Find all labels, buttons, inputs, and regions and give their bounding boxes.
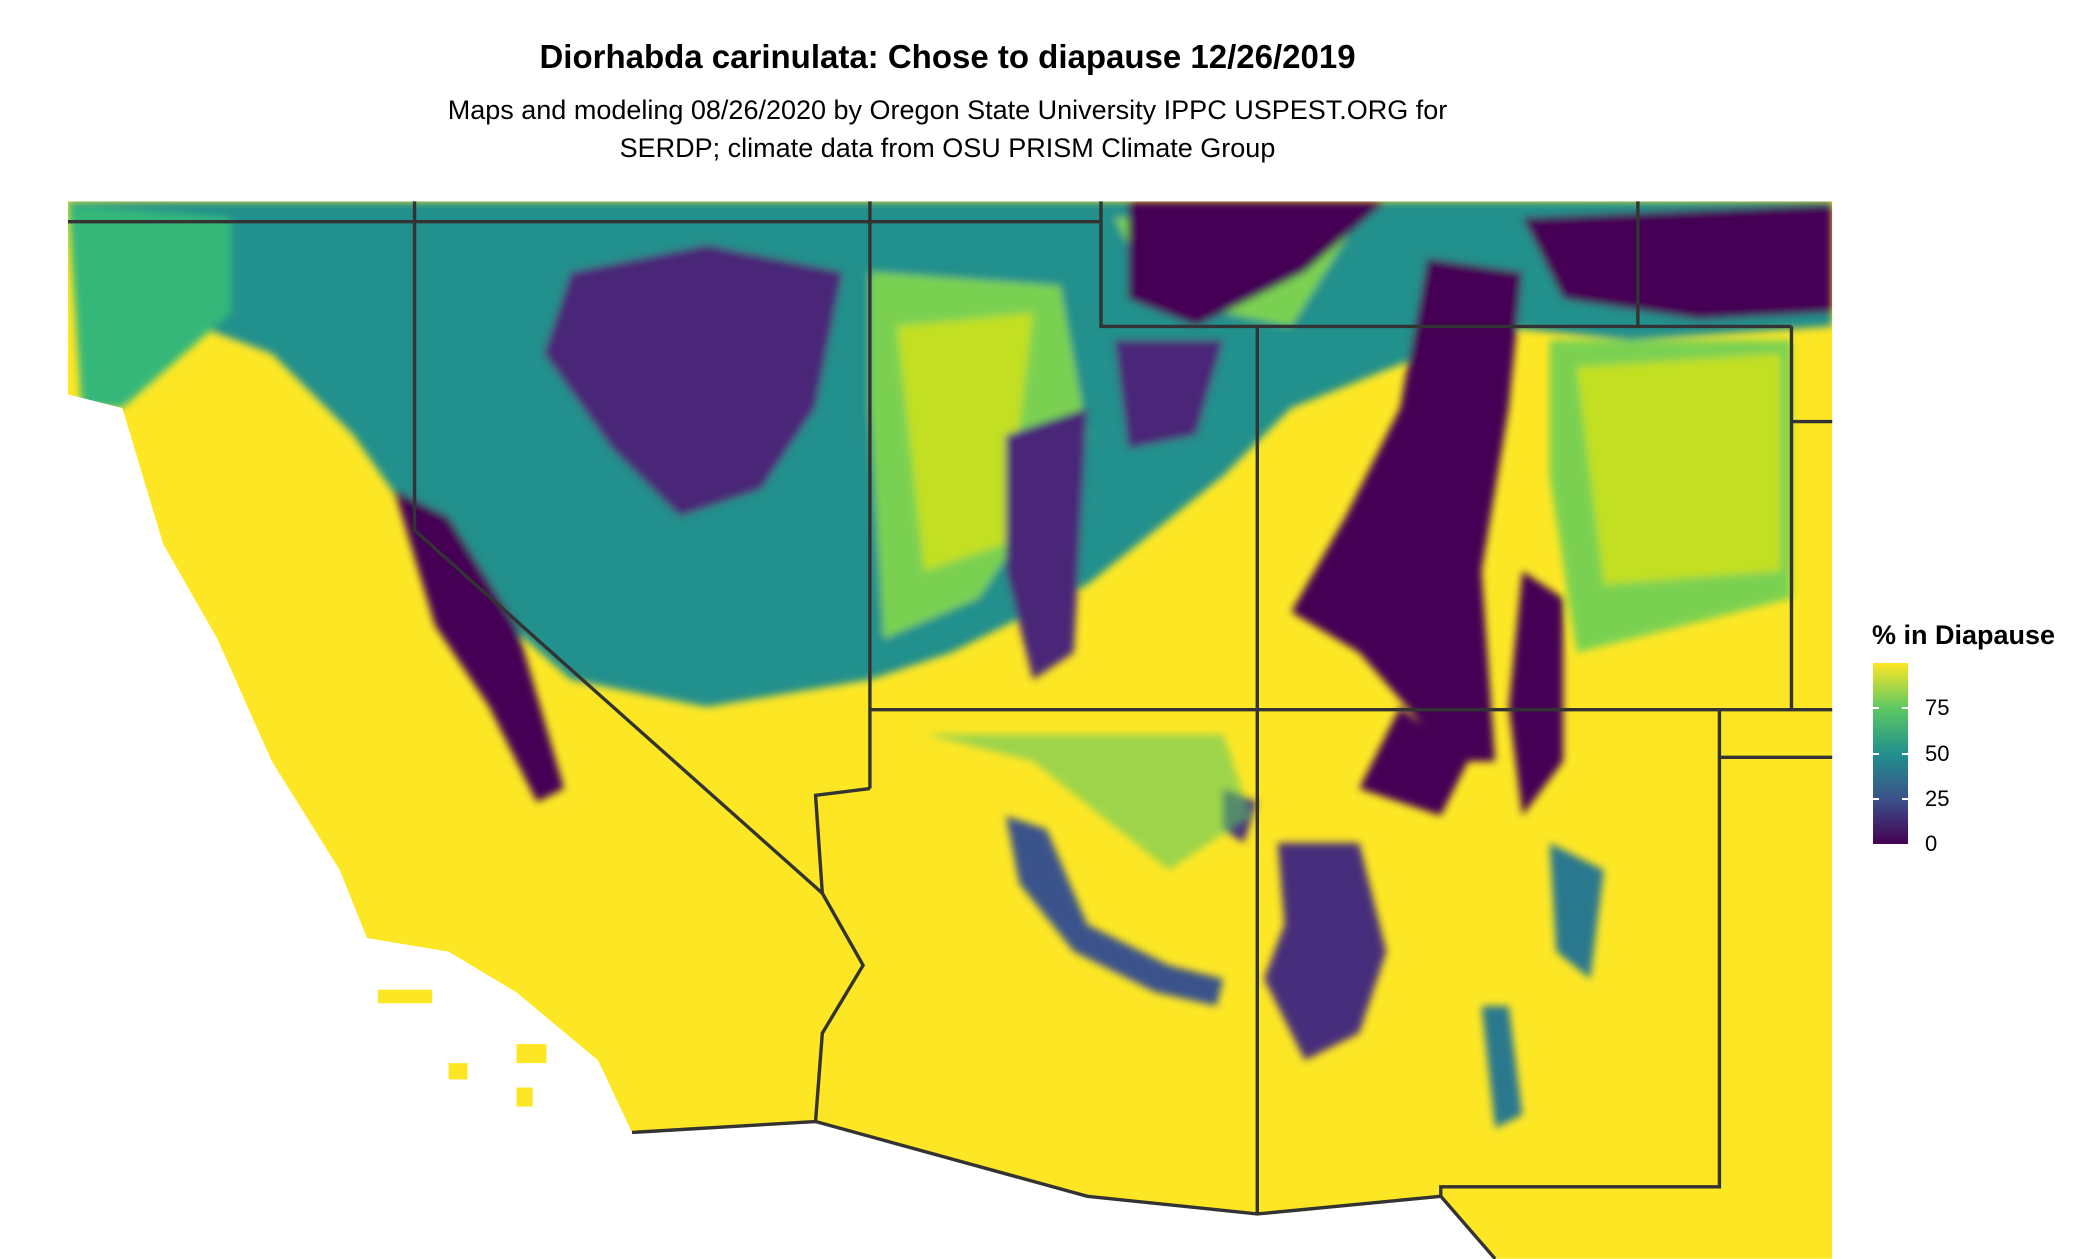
raster-low-sierra [394, 489, 565, 803]
raster-mid-az [924, 734, 1251, 871]
raster-low-utah [1291, 258, 1523, 762]
raster-yellow-green [897, 312, 1781, 585]
legend-tick-0: 0 [1925, 831, 1938, 856]
legend-title: % in Diapause [1872, 620, 2056, 650]
legend-tick-25: 25 [1925, 786, 1950, 811]
border-ca-nv [412, 201, 824, 895]
map-title: Diorhabda carinulata: Chose to diapause … [539, 38, 1356, 75]
border-ut-wy [1099, 201, 1792, 329]
legend-tick-mark [1873, 798, 1879, 800]
legend-tick-mark [1902, 753, 1908, 755]
map-subtitle-line-1: Maps and modeling 08/26/2020 by Oregon S… [447, 95, 1448, 125]
raster-mid-coast [67, 204, 232, 408]
raster-low-nm-mountains [1223, 788, 1387, 1061]
diapause-raster [67, 201, 1833, 1259]
raster-mid-nm [1481, 842, 1604, 1129]
legend-tick-mark [1902, 707, 1908, 709]
raster-low-colorado-north [1128, 201, 1833, 327]
channel-islands [377, 989, 547, 1107]
border-az-south [631, 1119, 1441, 1216]
raster-low-nevada [543, 244, 1224, 680]
raster-low-wasatch [1359, 571, 1564, 816]
raster-green-north [869, 217, 1792, 653]
map-subtitle-line-2: SERDP; climate data from OSU PRISM Clima… [619, 133, 1276, 163]
raster-low-arizona-rim [1005, 815, 1224, 1007]
legend-tick-50: 50 [1925, 741, 1950, 766]
legend-tick-mark [1873, 707, 1879, 709]
legend-tick-mark [1902, 798, 1908, 800]
legend-tick-mark [1873, 753, 1879, 755]
border-az-west [813, 786, 871, 1122]
state-borders [67, 201, 1833, 1259]
legend-tick-75: 75 [1925, 695, 1950, 720]
border-nm-east [1439, 709, 1722, 1259]
